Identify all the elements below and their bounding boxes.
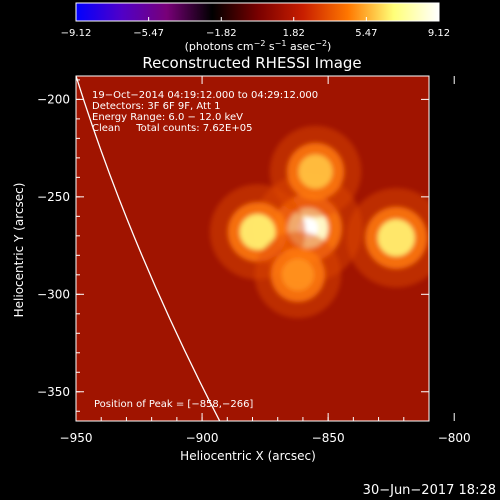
chart-title: Reconstructed RHESSI Image: [142, 54, 361, 72]
colorbar-label: (photons cm−2 s−1 asec−2): [185, 39, 332, 53]
x-axis-label: Heliocentric X (arcsec): [180, 449, 316, 463]
annotation-time: 19−Oct−2014 04:19:12.000 to 04:29:12.000: [92, 90, 318, 101]
colorbar-ticks: −9.12 −5.47 −1.82 1.82 5.47 9.12: [61, 17, 450, 39]
heatmap-image: [76, 76, 429, 421]
colorbar-tick-label: −1.82: [206, 28, 237, 39]
y-tick-label: −350: [37, 385, 70, 399]
x-tick-label: −950: [60, 431, 93, 445]
colorbar-tick-label: −5.47: [133, 28, 164, 39]
heat-source-core: [281, 258, 315, 292]
colorbar-tick-label: 1.82: [283, 28, 305, 39]
x-tick-label: −800: [438, 431, 471, 445]
peak-position-label: Position of Peak = [−858,−266]: [94, 399, 253, 410]
colorbar: [75, 2, 440, 22]
footer-date: 30−Jun−2017 18:28: [363, 483, 496, 498]
y-tick-label: −250: [37, 190, 70, 204]
annotation-detectors: Detectors: 3F 6F 9F, Att 1: [92, 101, 220, 112]
y-tick-label: −200: [37, 92, 70, 106]
heat-source-core: [298, 154, 333, 189]
y-tick-label: −300: [37, 287, 70, 301]
heat-source-core: [239, 214, 276, 250]
heat-source-core: [377, 219, 415, 257]
y-axis-label: Heliocentric Y (arcsec): [12, 183, 26, 318]
colorbar-tick-label: −9.12: [61, 28, 92, 39]
annotation-clean: Clean Total counts: 7.62E+05: [92, 123, 252, 134]
x-tick-label: −850: [312, 431, 345, 445]
heat-layer: [209, 125, 429, 319]
solar-limb-curve: [76, 76, 221, 421]
y-axis: −200 −250 −300 −350: [37, 79, 429, 412]
x-tick-label: −900: [186, 431, 219, 445]
colorbar-tick-label: 5.47: [355, 28, 377, 39]
annotation-block: 19−Oct−2014 04:19:12.000 to 04:29:12.000…: [92, 90, 318, 134]
x-axis: −950 −900 −850 −800: [60, 76, 471, 445]
colorbar-tick-label: 9.12: [428, 28, 450, 39]
annotation-energy: Energy Range: 6.0 − 12.0 keV: [92, 112, 243, 123]
